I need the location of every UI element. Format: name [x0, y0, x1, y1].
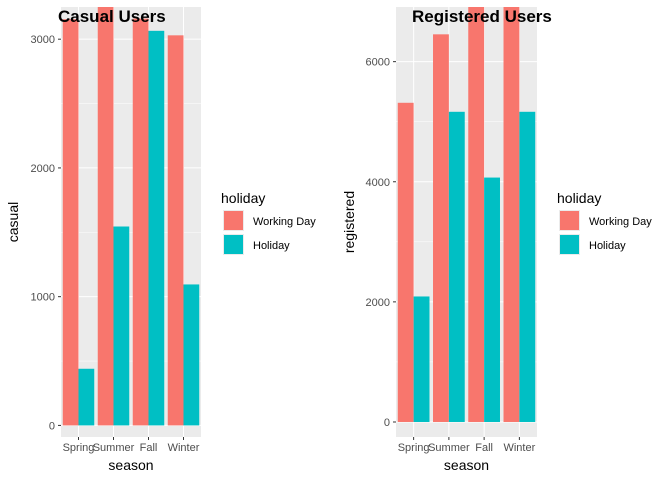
legend-label: Holiday — [589, 240, 626, 252]
x-tick-label: Fall — [475, 442, 493, 454]
bar-summer-holiday — [448, 111, 465, 422]
bar-summer-working-day — [433, 34, 449, 422]
legend-title: holiday — [221, 190, 265, 206]
bar-spring-holiday — [413, 296, 430, 422]
x-tick-label: Spring — [63, 442, 95, 454]
legend-label: Working Day — [589, 216, 652, 228]
y-axis-title: registered — [341, 191, 357, 253]
y-axis-title: casual — [5, 202, 21, 242]
y-tick-label: 1000 — [31, 292, 55, 304]
bar-fall-working-day — [132, 18, 149, 426]
bar-winter-holiday — [183, 284, 200, 426]
bar-winter-working-day — [167, 35, 184, 426]
chart-title: Registered Users — [412, 7, 552, 26]
legend-swatch-holiday — [224, 235, 243, 254]
chart-title: Casual Users — [58, 7, 166, 26]
x-tick-label: Winter — [503, 442, 535, 454]
bar-spring-working-day — [397, 102, 414, 422]
y-tick-label: 6000 — [366, 57, 390, 69]
legend-label: Holiday — [253, 240, 290, 252]
legend-title: holiday — [557, 190, 601, 206]
x-axis-title: season — [444, 457, 489, 473]
y-tick-label: 4000 — [366, 177, 390, 189]
bar-winter-holiday — [519, 111, 536, 422]
bar-fall-holiday — [148, 30, 165, 426]
bar-summer-holiday — [113, 226, 130, 426]
x-tick-label: Summer — [428, 442, 470, 454]
bar-spring-working-day — [62, 19, 79, 426]
y-tick-label: 3000 — [31, 34, 55, 46]
legend-swatch-working-day — [224, 211, 243, 230]
bar-fall-working-day — [468, 7, 485, 422]
legend-swatch-holiday — [560, 235, 579, 254]
bar-spring-holiday — [78, 368, 95, 426]
legend: holiday Working Day Holiday — [557, 190, 652, 255]
x-tick-label: Summer — [93, 442, 135, 454]
y-tick-label: 2000 — [366, 297, 390, 309]
legend: holiday Working Day Holiday — [221, 190, 316, 255]
x-axis-title: season — [108, 457, 153, 473]
y-tick-label: 0 — [384, 417, 390, 429]
x-tick-label: Winter — [168, 442, 200, 454]
bar-fall-holiday — [484, 177, 500, 422]
legend-label: Working Day — [253, 216, 316, 228]
x-tick-label: Spring — [398, 442, 430, 454]
bar-summer-working-day — [97, 7, 114, 426]
x-tick-label: Fall — [140, 442, 158, 454]
bar-winter-working-day — [503, 7, 520, 422]
y-tick-label: 2000 — [31, 163, 55, 175]
legend-swatch-working-day — [560, 211, 579, 230]
y-tick-label: 0 — [49, 420, 55, 432]
